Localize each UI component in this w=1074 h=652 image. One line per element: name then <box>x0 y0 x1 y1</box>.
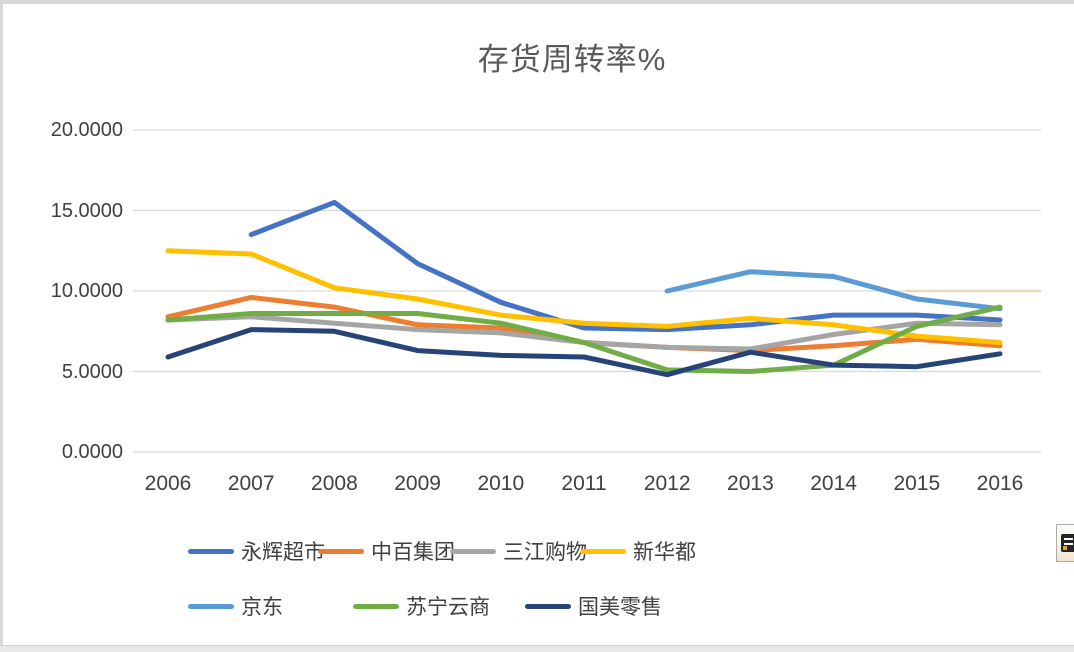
legend-color-dash-新华都 <box>580 548 626 554</box>
x-tick-label-2013: 2013 <box>727 472 774 495</box>
y-tick-label-0.0000: 0.0000 <box>61 441 123 463</box>
chart-paste-options-icon <box>1061 534 1074 552</box>
legend-item-中百集团: 中百集团 <box>318 537 455 565</box>
x-tick-label-2012: 2012 <box>643 472 691 495</box>
series-line-新华都 <box>165 248 1003 345</box>
legend-label-新华都: 新华都 <box>633 541 696 564</box>
x-tick-label-2011: 2011 <box>561 472 607 495</box>
legend-color-dash-三江购物 <box>450 548 496 554</box>
y-tick-label-20.0000: 20.0000 <box>50 119 123 141</box>
legend-color-dash-国美零售 <box>525 603 571 609</box>
window-bottom-edge <box>0 645 1074 652</box>
chart-options-button[interactable] <box>1056 524 1074 562</box>
legend-color-dash-中百集团 <box>318 548 364 554</box>
legend-item-苏宁云商: 苏宁云商 <box>353 592 490 620</box>
legend-item-京东: 京东 <box>188 592 283 620</box>
y-tick-label-10.0000: 10.0000 <box>50 280 123 302</box>
legend-label-国美零售: 国美零售 <box>578 596 662 619</box>
chart-title: 存货周转率% <box>477 42 667 77</box>
legend-label-中百集团: 中百集团 <box>371 541 455 564</box>
legend-color-dash-苏宁云商 <box>353 603 399 609</box>
window-top-edge <box>0 0 1074 4</box>
x-tick-label-2014: 2014 <box>810 472 857 495</box>
x-tick-label-2009: 2009 <box>394 472 441 495</box>
legend-label-苏宁云商: 苏宁云商 <box>406 596 490 619</box>
legend-label-三江购物: 三江购物 <box>503 541 587 564</box>
legend-color-dash-京东 <box>188 603 234 609</box>
window-left-edge <box>0 0 3 646</box>
legend-item-永辉超市: 永辉超市 <box>188 537 325 565</box>
legend-label-京东: 京东 <box>241 596 283 619</box>
legend-color-dash-永辉超市 <box>188 548 234 554</box>
y-tick-label-5.0000: 5.0000 <box>61 360 123 383</box>
legend-item-新华都: 新华都 <box>580 537 696 565</box>
legend-label-永辉超市: 永辉超市 <box>241 541 325 564</box>
x-tick-label-2015: 2015 <box>893 472 941 495</box>
x-tick-label-2008: 2008 <box>311 472 358 495</box>
series-line-永辉超市 <box>248 199 1003 333</box>
x-tick-label-2010: 2010 <box>477 472 525 495</box>
x-tick-label-2006: 2006 <box>144 472 192 495</box>
series-line-京东 <box>664 269 1003 312</box>
y-tick-label-15.0000: 15.0000 <box>50 199 123 222</box>
x-tick-label-2016: 2016 <box>976 472 1024 495</box>
legend-item-三江购物: 三江购物 <box>450 537 587 565</box>
series-line-国美零售 <box>165 327 1003 378</box>
legend-item-国美零售: 国美零售 <box>525 592 662 620</box>
x-tick-label-2007: 2007 <box>227 472 275 495</box>
series-line-苏宁云商 <box>165 304 1003 374</box>
